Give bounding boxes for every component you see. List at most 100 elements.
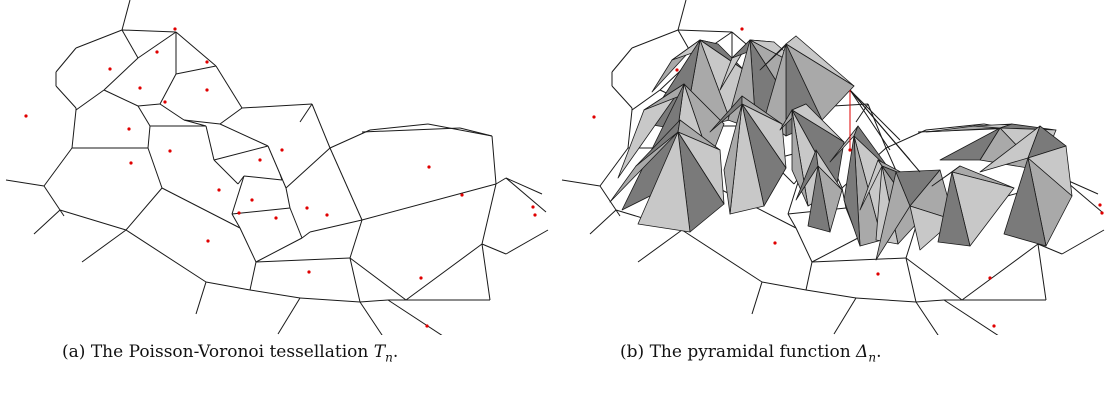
voronoi-edge bbox=[1037, 243, 1063, 255]
voronoi-diagram bbox=[5, 0, 549, 335]
voronoi-site bbox=[250, 198, 254, 202]
voronoi-site bbox=[533, 213, 537, 217]
voronoi-edge bbox=[137, 31, 177, 59]
voronoi-edge bbox=[795, 227, 813, 263]
voronoi-site bbox=[258, 158, 262, 162]
voronoi-edge bbox=[33, 209, 61, 235]
voronoi-edge bbox=[1037, 243, 1047, 301]
voronoi-site bbox=[305, 206, 309, 210]
voronoi-edge bbox=[505, 229, 549, 255]
voronoi-edge bbox=[249, 289, 301, 299]
voronoi-site bbox=[848, 148, 852, 152]
voronoi-edge bbox=[611, 85, 633, 109]
voronoi-edge bbox=[55, 47, 77, 73]
voronoi-site bbox=[531, 205, 535, 209]
voronoi-edge bbox=[125, 187, 163, 231]
voronoi-edge bbox=[147, 125, 151, 149]
voronoi-edge bbox=[215, 65, 243, 109]
voronoi-site bbox=[138, 86, 142, 90]
voronoi-site bbox=[274, 216, 278, 220]
voronoi-edge bbox=[125, 229, 207, 283]
voronoi-edge bbox=[915, 299, 945, 303]
voronoi-site bbox=[1100, 211, 1104, 215]
voronoi-site bbox=[24, 114, 28, 118]
voronoi-edge bbox=[681, 229, 763, 283]
voronoi-edge bbox=[277, 297, 301, 335]
voronoi-site bbox=[425, 324, 429, 328]
voronoi-edge bbox=[915, 301, 939, 335]
voronoi-edge bbox=[329, 129, 371, 149]
voronoi-edge bbox=[459, 127, 493, 137]
voronoi-edge bbox=[43, 147, 73, 187]
voronoi-site bbox=[773, 241, 777, 245]
voronoi-edge bbox=[599, 185, 617, 211]
voronoi-edge bbox=[5, 179, 45, 187]
voronoi-site bbox=[740, 27, 744, 31]
voronoi-edge bbox=[137, 105, 151, 127]
voronoi-edge bbox=[237, 175, 245, 185]
voronoi-edge bbox=[81, 229, 127, 263]
voronoi-site bbox=[307, 270, 311, 274]
voronoi-edge bbox=[631, 89, 661, 111]
voronoi-edge bbox=[103, 57, 139, 91]
caption-b-symbol: Δ bbox=[856, 342, 869, 362]
voronoi-edge bbox=[349, 219, 363, 259]
voronoi-edge bbox=[611, 47, 633, 73]
voronoi-edge bbox=[231, 207, 291, 215]
pyramid-ridge bbox=[849, 89, 901, 141]
voronoi-edge bbox=[855, 297, 917, 303]
voronoi-edge bbox=[267, 145, 281, 175]
voronoi-edge bbox=[427, 123, 493, 137]
voronoi-edge bbox=[175, 31, 217, 67]
voronoi-site bbox=[163, 100, 167, 104]
voronoi-site bbox=[876, 272, 880, 276]
voronoi-site bbox=[460, 193, 464, 197]
voronoi-edge bbox=[589, 209, 617, 235]
voronoi-edge bbox=[299, 103, 313, 123]
voronoi-edge bbox=[805, 261, 813, 291]
pyramid-facet bbox=[843, 135, 861, 247]
voronoi-edge bbox=[805, 289, 857, 299]
pyramid-facet bbox=[807, 165, 831, 233]
voronoi-site bbox=[206, 239, 210, 243]
pyramid-ridge bbox=[849, 89, 921, 173]
caption-a-subscript: n bbox=[385, 350, 393, 365]
pyramid-ridge bbox=[849, 89, 891, 151]
voronoi-edge bbox=[311, 103, 331, 149]
voronoi-edge bbox=[137, 103, 161, 107]
voronoi-site bbox=[173, 27, 177, 31]
voronoi-edge bbox=[241, 103, 313, 109]
voronoi-site bbox=[129, 161, 133, 165]
voronoi-edge bbox=[75, 89, 105, 111]
voronoi-edge bbox=[121, 0, 131, 31]
voronoi-edge bbox=[495, 177, 507, 185]
voronoi-edge bbox=[243, 175, 283, 181]
voronoi-edge bbox=[231, 175, 245, 215]
voronoi-edge bbox=[231, 213, 241, 229]
voronoi-site bbox=[1098, 203, 1102, 207]
voronoi-site bbox=[325, 213, 329, 217]
panel-voronoi-tessellation: (a) The Poisson-Voronoi tessellation Tn. bbox=[5, 0, 549, 365]
voronoi-edge bbox=[285, 187, 291, 209]
voronoi-site bbox=[237, 211, 241, 215]
voronoi-edge bbox=[405, 243, 483, 301]
voronoi-edge bbox=[213, 159, 239, 185]
voronoi-edge bbox=[361, 127, 461, 133]
voronoi-edge bbox=[279, 173, 287, 189]
voronoi-edge bbox=[369, 123, 429, 131]
voronoi-edge bbox=[349, 257, 407, 301]
voronoi-edge bbox=[599, 147, 629, 187]
pyramid-facet bbox=[723, 103, 743, 215]
voronoi-edge bbox=[121, 29, 177, 33]
voronoi-site bbox=[419, 276, 423, 280]
voronoi-edge bbox=[505, 177, 547, 213]
voronoi-edge bbox=[205, 281, 251, 291]
voronoi-edge bbox=[159, 103, 185, 121]
voronoi-edge bbox=[361, 183, 497, 221]
caption-b-text: The pyramidal function bbox=[649, 342, 851, 362]
voronoi-site bbox=[168, 149, 172, 153]
voronoi-edge bbox=[627, 109, 633, 149]
voronoi-edge bbox=[905, 257, 917, 303]
voronoi-site bbox=[675, 68, 679, 72]
voronoi-edge bbox=[195, 281, 207, 315]
